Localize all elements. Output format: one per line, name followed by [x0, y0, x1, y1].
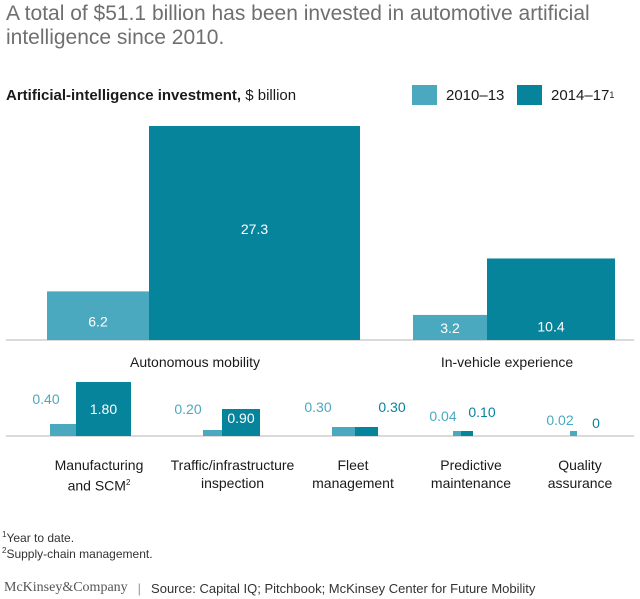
source-note: Source: Capital IQ; Pitchbook; McKinsey … [151, 580, 536, 596]
data-label-in-vehicle-experience-2014-17: 10.4 [537, 318, 564, 334]
footnote-1: 1Year to date. [2, 530, 75, 545]
bar-in-vehicle-experience-2010-13 [413, 314, 487, 340]
category-label-autonomous-mobility: Autonomous mobility [130, 354, 260, 370]
category-label-fleet: Fleet management [312, 457, 394, 491]
legend-swatch-2014-17 [517, 85, 542, 105]
category-label-manufacturing: Manufacturing and SCM2 [54, 457, 144, 494]
bar-traffic-2010-13 [203, 430, 222, 436]
bar-quality-2010-13 [570, 431, 577, 436]
brand-logo: McKinsey&Company [4, 580, 128, 595]
data-label-autonomous-mobility-2014-17: 27.3 [241, 221, 268, 237]
data-label-traffic-2010-13: 0.20 [174, 401, 201, 417]
data-label-predictive-2014-17: 0.10 [468, 404, 495, 420]
bar-manufacturing-2010-13 [50, 424, 76, 436]
bar-fleet-2010-13 [332, 427, 355, 436]
legend-swatch-2010-13 [412, 85, 437, 105]
data-label-predictive-2010-13: 0.04 [429, 408, 456, 424]
data-label-quality-2010-13: 0.02 [546, 412, 573, 428]
legend-label-2014-17: 2014–17 [551, 86, 610, 104]
legend-item-2014-17: 2014–17 1 [517, 84, 614, 106]
category-label-in-vehicle-experience: In-vehicle experience [441, 354, 574, 370]
data-label-autonomous-mobility-2010-13: 6.2 [88, 313, 108, 329]
category-label-quality: Quality assurance [547, 457, 613, 491]
category-label-traffic: Traffic/infrastructure inspection [170, 457, 295, 491]
chart-title: A total of $51.1 billion has been invest… [6, 2, 590, 49]
bar-manufacturing-2014-17 [76, 382, 131, 436]
data-label-manufacturing-2010-13: 0.40 [32, 391, 59, 407]
footnote-2: 2Supply-chain management. [2, 546, 153, 561]
chart-subtitle: Artificial-intelligence investment, $ bi… [6, 87, 296, 104]
subtitle-bold: Artificial-intelligence investment, [6, 87, 242, 104]
subtitle-unit: $ billion [245, 87, 297, 104]
legend-label-2010-13: 2010–13 [446, 86, 505, 104]
data-label-fleet-2014-17: 0.30 [378, 399, 405, 415]
data-label-in-vehicle-experience-2010-13: 3.2 [440, 320, 460, 336]
data-label-quality-2014-17: 0 [592, 415, 600, 431]
category-label-predictive: Predictive maintenance [430, 457, 512, 491]
data-label-fleet-2010-13: 0.30 [304, 399, 331, 415]
bar-predictive-2014-17 [461, 431, 473, 436]
bar-traffic-2014-17 [222, 409, 260, 436]
footer: McKinsey&Company | Source: Capital IQ; P… [4, 580, 535, 596]
bar-fleet-2014-17 [355, 427, 378, 436]
bar-predictive-2010-13 [453, 431, 461, 436]
bar-autonomous-mobility-2010-13 [47, 291, 149, 340]
legend-item-2010-13: 2010–13 [412, 84, 504, 106]
footer-separator: | [137, 580, 142, 596]
data-label-manufacturing-2014-17: 1.80 [90, 401, 117, 417]
bar-autonomous-mobility-2014-17 [149, 126, 360, 340]
legend-sup-2014-17: 1 [609, 90, 615, 100]
bar-in-vehicle-experience-2014-17 [487, 258, 615, 340]
data-label-traffic-2014-17: 0.90 [227, 410, 254, 426]
